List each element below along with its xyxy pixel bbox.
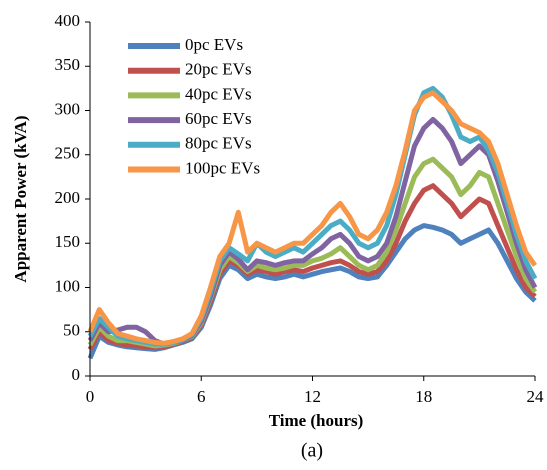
legend-label: 40pc EVs	[185, 84, 252, 103]
x-tick-label: 18	[415, 387, 432, 406]
legend-label: 80pc EVs	[185, 134, 252, 153]
y-tick-label: 100	[55, 276, 81, 295]
series-line	[87, 90, 538, 346]
legend-label: 0pc EVs	[185, 35, 243, 54]
caption: (a)	[301, 440, 323, 462]
y-tick-label: 300	[55, 99, 81, 118]
y-tick-label: 250	[55, 144, 81, 163]
legend-label: 60pc EVs	[185, 109, 252, 128]
legend-label: 20pc EVs	[185, 60, 252, 79]
y-tick-label: 50	[63, 321, 80, 340]
y-tick-label: 200	[55, 188, 81, 207]
x-tick-label: 24	[527, 387, 545, 406]
y-tick-label: 0	[72, 365, 81, 384]
x-tick-label: 6	[197, 387, 206, 406]
series-line	[87, 183, 537, 351]
y-axis-label: Apparent Power (kVA)	[11, 115, 30, 282]
y-tick-label: 350	[55, 55, 81, 74]
y-tick-label: 150	[55, 232, 81, 251]
x-axis-label: Time (hours)	[269, 411, 364, 430]
x-tick-label: 0	[86, 387, 95, 406]
y-tick-label: 400	[55, 11, 81, 30]
x-tick-label: 12	[304, 387, 321, 406]
legend-label: 100pc EVs	[185, 158, 260, 177]
